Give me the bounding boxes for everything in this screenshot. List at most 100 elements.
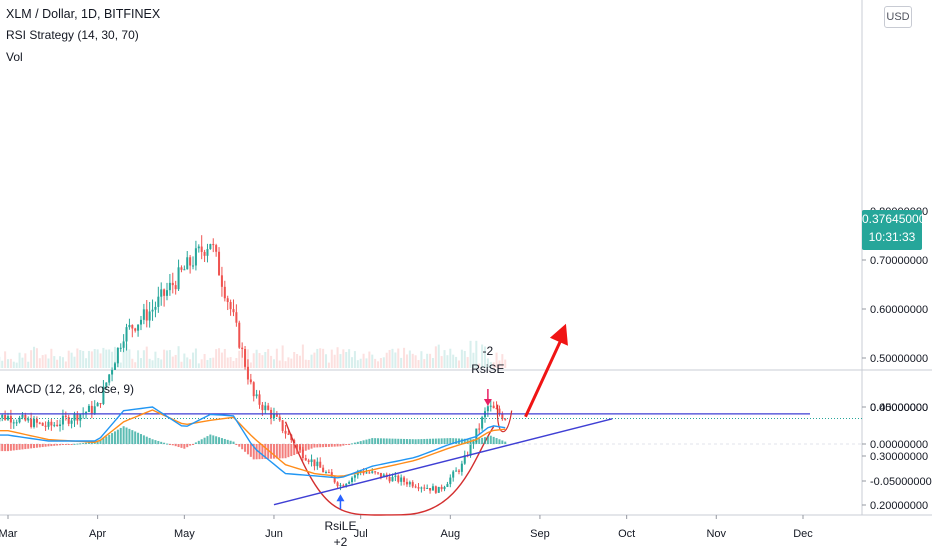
candle-body — [417, 487, 419, 488]
candle-body — [33, 419, 35, 427]
macd-histogram-bar — [73, 444, 75, 445]
candle-body — [189, 257, 191, 265]
macd-histogram-bar — [160, 442, 162, 444]
macd-histogram-bar — [212, 435, 214, 444]
macd-histogram-bar — [449, 438, 451, 444]
candle-body — [169, 283, 171, 290]
macd-histogram-bar — [224, 439, 226, 444]
candle-body — [490, 406, 492, 407]
macd-y-tick-label: 0.00000000 — [870, 439, 928, 451]
volume-bar — [39, 358, 41, 368]
candle-body — [24, 415, 26, 421]
y-tick-label: 0.60000000 — [870, 304, 928, 316]
volume-bar — [319, 348, 321, 368]
volume-bar — [432, 358, 434, 368]
candle-body — [273, 414, 275, 418]
macd-histogram-bar — [441, 438, 443, 444]
volume-bar — [166, 350, 168, 368]
volume-bar — [235, 358, 237, 368]
volume-bar — [305, 360, 307, 368]
macd-histogram-bar — [319, 444, 321, 447]
volume-bar — [345, 352, 347, 368]
volume-bar — [140, 358, 142, 368]
candle-body — [16, 422, 18, 423]
volume-bar — [282, 345, 284, 368]
volume-bar — [287, 357, 289, 368]
macd-histogram-bar — [204, 438, 206, 444]
volume-bar — [73, 357, 75, 368]
candle-body — [389, 477, 391, 481]
volume-bar — [313, 353, 315, 368]
candle-body — [39, 423, 41, 424]
macd-histogram-bar — [311, 444, 313, 449]
volume-bar — [178, 346, 180, 368]
volume-bar — [50, 349, 52, 368]
macd-histogram-bar — [206, 436, 208, 444]
volume-bar — [149, 359, 151, 368]
macd-histogram-bar — [146, 437, 148, 444]
macd-histogram-bar — [65, 444, 67, 445]
candle-body — [224, 287, 226, 298]
volume-bar — [438, 345, 440, 368]
macd-histogram-bar — [192, 444, 194, 445]
volume-bar — [334, 355, 336, 368]
volume-bar — [339, 354, 341, 368]
macd-histogram-bar — [363, 440, 365, 444]
macd-histogram-bar — [79, 443, 81, 444]
macd-histogram-bar — [296, 444, 298, 454]
macd-histogram-bar — [432, 439, 434, 444]
volume-bar — [371, 355, 373, 368]
macd-histogram-bar — [221, 438, 223, 444]
candle-body — [365, 472, 367, 473]
macd-histogram-bar — [201, 439, 203, 444]
volume-legend: Vol — [6, 50, 23, 64]
macd-histogram-bar — [123, 426, 125, 444]
macd-histogram-bar — [117, 430, 119, 444]
macd-histogram-bar — [120, 428, 122, 444]
macd-histogram-bar — [420, 439, 422, 444]
candle-body — [368, 472, 370, 473]
candle-body — [36, 419, 38, 423]
volume-bar — [10, 359, 12, 368]
candle-body — [10, 416, 12, 422]
candle-body — [282, 420, 284, 431]
macd-histogram-bar — [293, 444, 295, 455]
macd-histogram-bar — [377, 438, 379, 444]
volume-bar — [417, 360, 419, 368]
volume-bar — [391, 349, 393, 368]
macd-histogram-bar — [152, 439, 154, 444]
candle-body — [415, 486, 417, 487]
volume-bar — [111, 352, 113, 368]
volume-bar — [85, 358, 87, 368]
macd-histogram-bar — [238, 444, 240, 447]
volume-bar — [206, 360, 208, 368]
y-tick-label: 0.50000000 — [870, 353, 928, 365]
volume-bar — [175, 355, 177, 368]
volume-bar — [212, 358, 214, 368]
macd-histogram-bar — [157, 441, 159, 444]
volume-bar — [270, 356, 272, 368]
volume-bar — [186, 357, 188, 368]
volume-bar — [117, 356, 119, 368]
macd-histogram-bar — [56, 444, 58, 446]
macd-histogram-bar — [305, 444, 307, 451]
macd-histogram-bar — [438, 438, 440, 444]
volume-bar — [27, 362, 29, 368]
volume-bar — [441, 356, 443, 368]
candle-body — [412, 482, 414, 486]
volume-bar — [331, 350, 333, 368]
macd-legend: MACD (12, 26, close, 9) — [6, 382, 134, 396]
volume-bar — [322, 349, 324, 368]
candle-body — [91, 406, 93, 413]
volume-bar — [1, 361, 3, 368]
candle-body — [308, 460, 310, 462]
candle-body — [120, 348, 122, 349]
x-tick-label: May — [174, 528, 195, 540]
macd-histogram-bar — [282, 444, 284, 458]
candle-body — [71, 421, 73, 424]
volume-bar — [172, 357, 174, 368]
currency-badge[interactable]: USD — [884, 6, 912, 28]
macd-histogram-bar — [446, 438, 448, 444]
